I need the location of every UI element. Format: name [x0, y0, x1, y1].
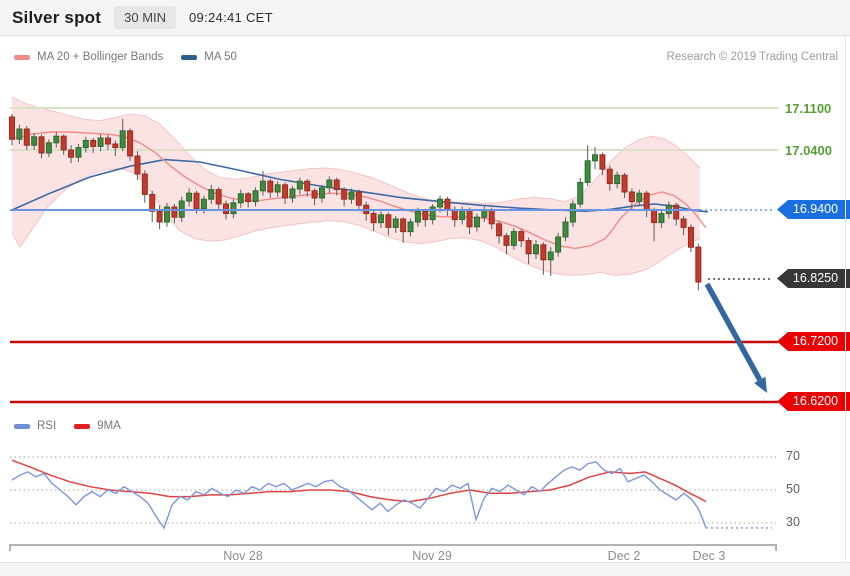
pivot-price-tag: 16.9400	[777, 200, 850, 219]
legend-item-rsi[interactable]: RSI	[14, 420, 56, 432]
timestamp-label: 09:24:41 CET	[189, 10, 273, 25]
rsi-tick-30: 30	[786, 515, 800, 529]
rsi-tick-70: 70	[786, 449, 800, 463]
rsi-9ma-swatch-icon	[74, 423, 91, 429]
support-price-tag-1: 16.7200	[777, 332, 850, 351]
right-edge-divider	[845, 37, 846, 562]
x-axis-label-dec3: Dec 3	[692, 549, 726, 563]
legend-label: RSI	[37, 420, 57, 432]
legend-item-ma20-bollinger[interactable]: MA 20 + Bollinger Bands	[14, 51, 163, 63]
rsi-legend: RSI 9MA	[14, 420, 121, 432]
chart-card	[0, 37, 850, 562]
legend-item-ma50[interactable]: MA 50	[181, 51, 237, 63]
ma20-bollinger-swatch-icon	[14, 54, 30, 60]
resistance-label-1: 17.1100	[785, 101, 832, 116]
legend-label: MA 50	[204, 51, 237, 63]
legend-label: 9MA	[97, 420, 121, 432]
x-axis-label-dec2: Dec 2	[607, 549, 641, 563]
ma50-swatch-icon	[181, 54, 198, 60]
instrument-title: Silver spot	[12, 7, 102, 27]
resistance-label-2: 17.0400	[785, 143, 832, 158]
legend-label: MA 20 + Bollinger Bands	[37, 51, 164, 63]
research-watermark: Research © 2019 Trading Central	[666, 51, 838, 63]
support-price-tag-2: 16.6200	[777, 392, 850, 411]
legend-item-9ma[interactable]: 9MA	[74, 420, 121, 432]
rsi-swatch-icon	[14, 423, 30, 429]
timeframe-badge[interactable]: 30 MIN	[114, 6, 177, 29]
header-bar: Silver spot 30 MIN 09:24:41 CET	[0, 0, 850, 36]
main-chart-legend: MA 20 + Bollinger Bands MA 50	[14, 51, 237, 63]
rsi-tick-50: 50	[786, 482, 800, 496]
x-axis-label-nov29: Nov 29	[412, 549, 452, 563]
x-axis-label-nov28: Nov 28	[223, 549, 263, 563]
bottom-strip	[0, 562, 850, 576]
last-price-tag: 16.8250	[777, 269, 850, 288]
